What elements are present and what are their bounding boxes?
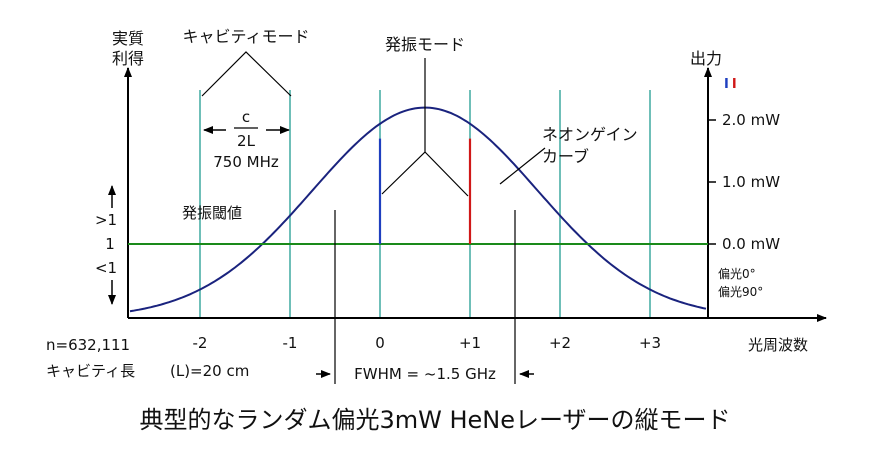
power-tick-label: 1.0 mW xyxy=(722,173,780,191)
laser-modes-pointer xyxy=(381,58,426,195)
threshold-label: 発振閾値 xyxy=(182,204,242,222)
spacing-denominator: 2L xyxy=(237,132,256,150)
laser-modes-label: 発振モード xyxy=(385,35,465,54)
gain-curve-pointer xyxy=(499,147,546,185)
polarization-90-label: 偏光90° xyxy=(718,284,763,299)
polarization-0-label: 偏光0° xyxy=(718,266,756,281)
x-tick-label: +3 xyxy=(639,334,661,352)
gain-axis-label-1: 実質 xyxy=(112,29,144,48)
frequency-axis-label: 光周波数 xyxy=(748,336,808,354)
figure-title: 典型的なランダム偏光3mW HeNeレーザーの縦モード xyxy=(139,406,730,434)
laser-modes-pointer-right xyxy=(424,151,469,197)
x-tick-labels: -2 -1 0 +1 +2 +3 xyxy=(193,334,662,352)
cavity-length-label: キャビティ長 xyxy=(46,362,135,380)
spacing-value: 750 MHz xyxy=(213,153,279,171)
cavity-length-value: (L)=20 cm xyxy=(170,362,249,380)
gain-axis-label-2: 利得 xyxy=(112,49,144,68)
gain-curve-label-1: ネオンゲイン xyxy=(542,125,638,144)
laser-mode-lines xyxy=(378,138,472,244)
x-tick-label: -2 xyxy=(193,334,208,352)
cavity-modes-label: キャビティモード xyxy=(182,27,309,46)
power-tick-label: 2.0 mW xyxy=(722,111,780,129)
gain-curve-label-2: カーブ xyxy=(542,147,589,166)
above-one-label: >1 xyxy=(95,211,117,229)
power-tick-label: 0.0 mW xyxy=(722,235,780,253)
power-ticks: 2.0 mW 1.0 mW 0.0 mW xyxy=(708,111,780,253)
below-one-label: <1 xyxy=(95,259,117,277)
spacing-numerator: c xyxy=(242,108,250,126)
fwhm-label: FWHM = ~1.5 GHz xyxy=(354,365,496,383)
power-axis-label: 出力 xyxy=(690,49,722,68)
gain-curve xyxy=(129,106,707,313)
n-value: n=632,111 xyxy=(46,336,130,354)
x-tick-label: +2 xyxy=(549,334,571,352)
x-tick-label: -1 xyxy=(283,334,298,352)
fwhm-markers xyxy=(334,210,516,384)
x-tick-label: +1 xyxy=(459,334,481,352)
x-tick-label: 0 xyxy=(375,334,385,352)
one-label: 1 xyxy=(105,235,115,253)
cavity-modes-pointer xyxy=(201,51,292,97)
